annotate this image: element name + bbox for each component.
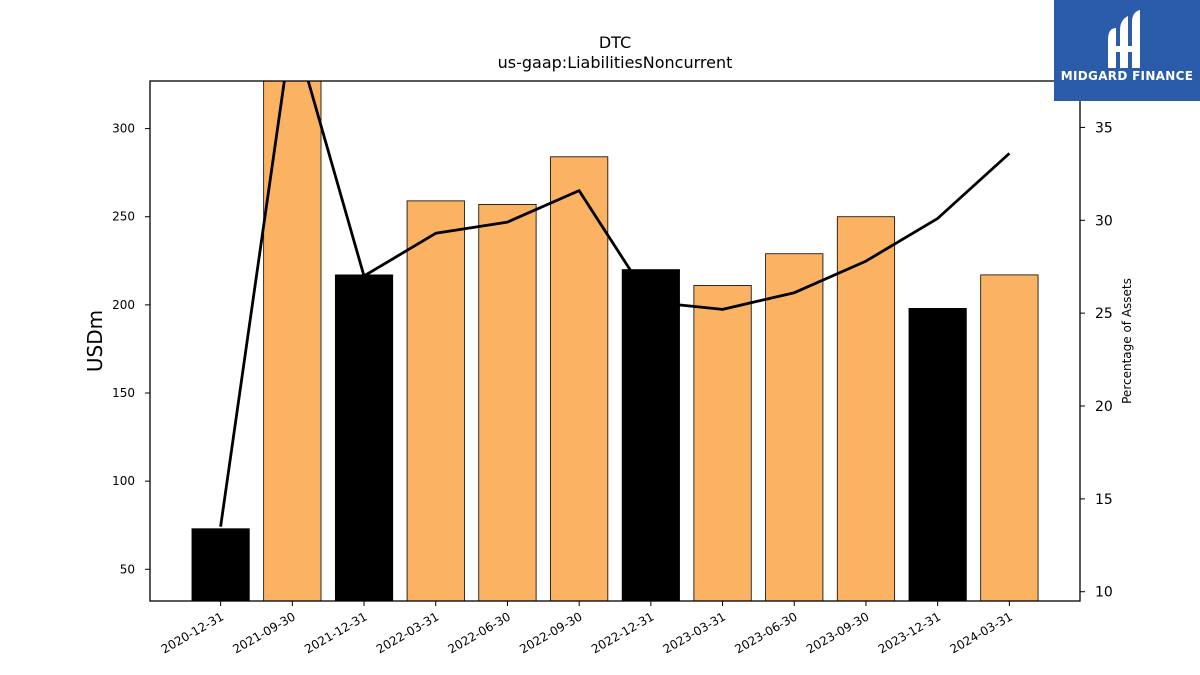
plot-frame (149, 80, 1081, 602)
bar (908, 307, 967, 601)
x-tick-label: 2023-12-31 (876, 609, 943, 656)
chart-subtitle: us-gaap:LiabilitiesNoncurrent (498, 53, 733, 72)
x-tick-label: 2024-03-31 (947, 609, 1014, 656)
y2-tick-label: 10 (1095, 585, 1113, 601)
x-tick-label: 2021-12-31 (302, 609, 369, 656)
x-tick-label: 2023-09-30 (804, 609, 871, 656)
y2-tick-label: 20 (1095, 399, 1113, 415)
chart-title: DTC (599, 33, 631, 52)
y2-tick-label: 15 (1095, 492, 1113, 508)
x-axis: 2020-12-31 2021-09-30 2021-12-31 2022-03-31… (159, 601, 1015, 656)
bar (621, 269, 680, 601)
bars-layer (191, 81, 1039, 601)
bar (980, 274, 1039, 601)
x-tick-label: 2022-09-30 (517, 609, 584, 656)
y2-tick-label: 25 (1095, 306, 1113, 322)
y2-tick-label: 35 (1095, 120, 1113, 136)
bar (693, 285, 752, 601)
x-tick-label: 2021-09-30 (230, 609, 297, 656)
logo-text: MIDGARD FINANCE (1060, 69, 1194, 83)
bar (765, 253, 824, 601)
line-layer (219, 81, 1011, 527)
y-axis-left: 50 100 150 200 250 300 (112, 122, 150, 576)
y-axis-label: USDm (83, 310, 107, 372)
bar (191, 528, 250, 601)
y-tick-label: 150 (112, 386, 135, 400)
y-tick-label: 50 (120, 562, 135, 576)
y-tick-label: 200 (112, 298, 135, 312)
bar (550, 156, 609, 601)
y-tick-label: 100 (112, 474, 135, 488)
bar (478, 203, 537, 601)
bar (334, 274, 394, 601)
x-tick-label: 2023-06-30 (732, 609, 799, 656)
y-tick-label: 300 (112, 122, 135, 136)
y-axis-right: 10 15 20 25 30 35 (1080, 120, 1113, 601)
midgard-finance-logo: MIDGARD FINANCE (1054, 0, 1200, 101)
y-tick-label: 250 (112, 210, 135, 224)
bar (836, 216, 896, 601)
logo-mark-icon (1108, 10, 1140, 68)
bar (263, 81, 322, 601)
bar (406, 200, 465, 601)
x-tick-label: 2022-06-30 (446, 609, 513, 656)
x-tick-label: 2022-12-31 (589, 609, 656, 656)
x-tick-label: 2022-03-31 (374, 609, 441, 656)
y2-tick-label: 30 (1095, 213, 1113, 229)
y2-axis-label: Percentage of Assets (1120, 278, 1134, 404)
series-line (219, 81, 1011, 527)
x-tick-label: 2020-12-31 (159, 609, 226, 656)
x-tick-label: 2023-03-31 (661, 609, 728, 656)
